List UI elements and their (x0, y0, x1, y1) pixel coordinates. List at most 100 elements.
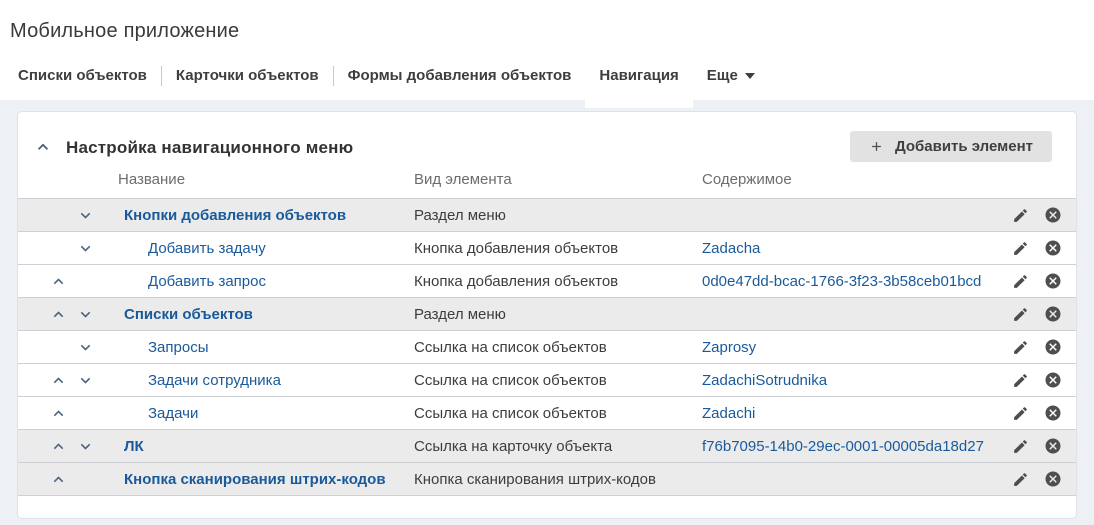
table-row: Добавить запрос Кнопка добавления объект… (18, 264, 1076, 297)
item-type: Ссылка на карточку объекта (414, 437, 613, 455)
add-element-button[interactable]: Добавить элемент (849, 131, 1052, 162)
close-circle-icon (1045, 405, 1061, 421)
move-down-button[interactable] (70, 338, 106, 357)
pencil-icon (1014, 472, 1027, 486)
collapse-section-icon[interactable] (32, 136, 54, 158)
table-row: Запросы Ссылка на список объектов Zapros… (18, 330, 1076, 363)
item-type: Раздел меню (414, 305, 506, 323)
edit-button[interactable] (1012, 240, 1029, 257)
tab-2[interactable]: Формы добавления объектов (347, 67, 572, 84)
close-circle-icon (1045, 306, 1061, 322)
close-circle-icon (1045, 240, 1061, 256)
tab-1[interactable]: Карточки объектов (175, 67, 319, 84)
item-type: Кнопка добавления объектов (414, 272, 619, 290)
item-name-link[interactable]: Добавить запрос (148, 272, 266, 290)
item-type: Кнопка сканирования штрих-кодов (414, 470, 656, 488)
move-down-button[interactable] (70, 239, 106, 258)
tab-4[interactable]: Еще (693, 57, 769, 93)
table-row: Добавить задачу Кнопка добавления объект… (18, 231, 1076, 264)
item-name-link[interactable]: ЛК (124, 437, 144, 455)
chevron-down-icon (80, 212, 91, 219)
delete-button[interactable] (1044, 239, 1062, 257)
move-down-button[interactable] (70, 206, 106, 225)
item-type: Кнопка добавления объектов (414, 239, 619, 257)
chevron-down-icon (80, 344, 91, 351)
pencil-icon (1014, 274, 1027, 288)
edit-button[interactable] (1012, 372, 1029, 389)
item-type: Ссылка на список объектов (414, 371, 607, 389)
page-header: Мобильное приложение Списки объектов Кар… (0, 0, 1094, 108)
item-name-link[interactable]: Кнопки добавления объектов (124, 206, 347, 224)
edit-button[interactable] (1012, 207, 1029, 224)
item-content-link[interactable]: 0d0e47dd-bcac-1766-3f23-3b58ceb01bcd (702, 272, 982, 290)
move-up-button[interactable] (18, 272, 70, 291)
edit-button[interactable] (1012, 273, 1029, 290)
delete-button[interactable] (1044, 305, 1062, 323)
chevron-down-icon (80, 377, 91, 384)
move-up-button[interactable] (18, 206, 70, 225)
pencil-icon (1014, 340, 1027, 354)
move-up-button[interactable] (18, 404, 70, 423)
move-down-button[interactable] (70, 470, 106, 489)
column-header-type: Вид элемента (414, 170, 512, 188)
table-row: Списки объектов Раздел меню (18, 297, 1076, 330)
tab-separator (160, 66, 162, 86)
item-name-link[interactable]: Списки объектов (124, 305, 253, 323)
move-down-button[interactable] (70, 437, 106, 456)
delete-button[interactable] (1044, 371, 1062, 389)
move-up-button[interactable] (18, 338, 70, 357)
item-type: Ссылка на список объектов (414, 338, 607, 356)
item-name-link[interactable]: Запросы (148, 338, 209, 356)
move-down-button[interactable] (70, 305, 106, 324)
move-down-button[interactable] (70, 404, 106, 423)
item-content-link[interactable]: Zadacha (702, 239, 761, 257)
delete-button[interactable] (1044, 437, 1062, 455)
column-header-name: Название (118, 170, 186, 188)
table-row: Кнопка сканирования штрих-кодов Кнопка с… (18, 462, 1076, 495)
item-name-link[interactable]: Кнопка сканирования штрих-кодов (124, 470, 386, 488)
move-up-button[interactable] (18, 437, 70, 456)
add-element-label: Добавить элемент (894, 138, 1033, 155)
item-name-link[interactable]: Задачи сотрудника (148, 371, 281, 389)
chevron-up-icon (53, 442, 64, 449)
move-down-button[interactable] (70, 371, 106, 390)
delete-button[interactable] (1044, 404, 1062, 422)
tab-0[interactable]: Списки объектов (18, 67, 147, 84)
table-row: Кнопки добавления объектов Раздел меню (18, 198, 1076, 231)
pencil-icon (1014, 439, 1027, 453)
item-content-link[interactable]: ZadachiSotrudnika (702, 371, 828, 389)
edit-button[interactable] (1012, 471, 1029, 488)
edit-button[interactable] (1012, 405, 1029, 422)
move-up-button[interactable] (18, 305, 70, 324)
item-name-link[interactable]: Добавить задачу (148, 239, 266, 257)
tab-bar: Списки объектов Карточки объектов Формы … (0, 57, 1094, 108)
pencil-icon (1014, 373, 1027, 387)
delete-button[interactable] (1044, 206, 1062, 224)
pencil-icon (1014, 241, 1027, 255)
delete-button[interactable] (1044, 470, 1062, 488)
item-content-link[interactable]: Zadachi (702, 404, 756, 422)
item-content-link[interactable]: Zaprosy (702, 338, 757, 356)
delete-button[interactable] (1044, 338, 1062, 356)
move-up-button[interactable] (18, 470, 70, 489)
pencil-icon (1014, 208, 1027, 222)
tab-3[interactable]: Навигация (585, 57, 693, 108)
move-up-button[interactable] (18, 239, 70, 258)
tab-separator (332, 66, 334, 86)
close-circle-icon (1045, 339, 1061, 355)
chevron-up-icon (53, 475, 64, 482)
edit-button[interactable] (1012, 438, 1029, 455)
item-name-link[interactable]: Задачи (148, 404, 199, 422)
move-up-button[interactable] (18, 371, 70, 390)
chevron-up-icon (53, 277, 64, 284)
chevron-up-icon (53, 310, 64, 317)
table-row: ЛК Ссылка на карточку объекта f76b7095-1… (18, 429, 1076, 462)
delete-button[interactable] (1044, 272, 1062, 290)
move-down-button[interactable] (70, 272, 106, 291)
close-circle-icon (1045, 207, 1061, 223)
item-content-link[interactable]: f76b7095-14b0-29ec-0001-00005da18d27 (702, 437, 984, 455)
edit-button[interactable] (1012, 306, 1029, 323)
item-type: Ссылка на список объектов (414, 404, 607, 422)
section-header: Настройка навигационного меню Добавить э… (18, 112, 1076, 162)
edit-button[interactable] (1012, 339, 1029, 356)
